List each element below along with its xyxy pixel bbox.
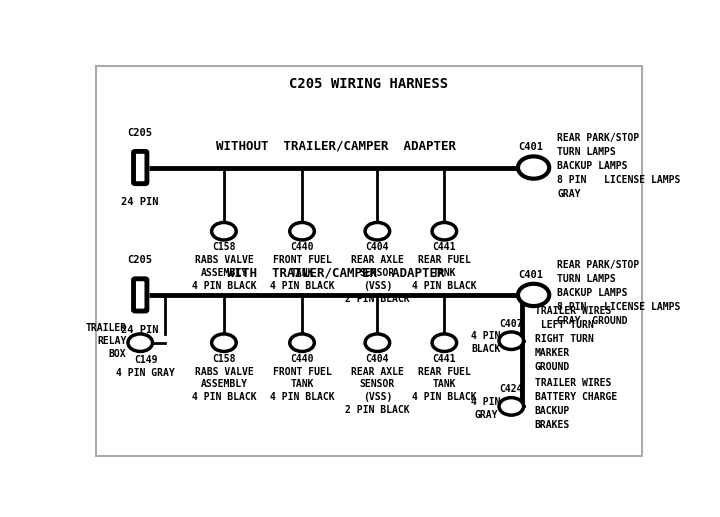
Text: C404
REAR AXLE
SENSOR
(VSS)
2 PIN BLACK: C404 REAR AXLE SENSOR (VSS) 2 PIN BLACK bbox=[345, 242, 410, 303]
Text: C441
REAR FUEL
TANK
4 PIN BLACK: C441 REAR FUEL TANK 4 PIN BLACK bbox=[412, 354, 477, 402]
Text: TRAILER
RELAY
BOX: TRAILER RELAY BOX bbox=[85, 323, 126, 358]
Text: REAR PARK/STOP
TURN LAMPS
BACKUP LAMPS
8 PIN   LICENSE LAMPS
GRAY  GROUND: REAR PARK/STOP TURN LAMPS BACKUP LAMPS 8… bbox=[557, 260, 680, 326]
Text: C401: C401 bbox=[518, 270, 544, 280]
Circle shape bbox=[212, 334, 236, 352]
Text: C205 WIRING HARNESS: C205 WIRING HARNESS bbox=[289, 77, 449, 91]
Circle shape bbox=[499, 398, 523, 415]
Text: C404
REAR AXLE
SENSOR
(VSS)
2 PIN BLACK: C404 REAR AXLE SENSOR (VSS) 2 PIN BLACK bbox=[345, 354, 410, 415]
Text: C149
4 PIN GRAY: C149 4 PIN GRAY bbox=[117, 355, 175, 378]
FancyBboxPatch shape bbox=[133, 151, 147, 184]
Text: TRAILER WIRES
 LEFT TURN
RIGHT TURN
MARKER
GROUND: TRAILER WIRES LEFT TURN RIGHT TURN MARKE… bbox=[535, 306, 611, 372]
Text: C205: C205 bbox=[127, 128, 153, 138]
Circle shape bbox=[518, 156, 549, 179]
Text: C441
REAR FUEL
TANK
4 PIN BLACK: C441 REAR FUEL TANK 4 PIN BLACK bbox=[412, 242, 477, 291]
Text: 4 PIN
GRAY: 4 PIN GRAY bbox=[472, 397, 501, 420]
Text: C158
RABS VALVE
ASSEMBLY
4 PIN BLACK: C158 RABS VALVE ASSEMBLY 4 PIN BLACK bbox=[192, 242, 256, 291]
Text: WITH  TRAILER/CAMPER  ADAPTER: WITH TRAILER/CAMPER ADAPTER bbox=[227, 267, 444, 280]
Circle shape bbox=[499, 332, 523, 349]
Text: 24 PIN: 24 PIN bbox=[122, 197, 159, 207]
Text: C205: C205 bbox=[127, 255, 153, 265]
Circle shape bbox=[365, 334, 390, 352]
Circle shape bbox=[289, 222, 315, 240]
Text: 24 PIN: 24 PIN bbox=[122, 325, 159, 335]
Circle shape bbox=[212, 222, 236, 240]
Circle shape bbox=[128, 334, 153, 352]
Circle shape bbox=[432, 334, 456, 352]
FancyBboxPatch shape bbox=[133, 279, 147, 311]
Circle shape bbox=[289, 334, 315, 352]
Text: REAR PARK/STOP
TURN LAMPS
BACKUP LAMPS
8 PIN   LICENSE LAMPS
GRAY: REAR PARK/STOP TURN LAMPS BACKUP LAMPS 8… bbox=[557, 132, 680, 199]
Text: C440
FRONT FUEL
TANK
4 PIN BLACK: C440 FRONT FUEL TANK 4 PIN BLACK bbox=[270, 242, 334, 291]
Text: C424: C424 bbox=[500, 385, 523, 394]
Text: WITHOUT  TRAILER/CAMPER  ADAPTER: WITHOUT TRAILER/CAMPER ADAPTER bbox=[215, 139, 456, 152]
Text: C158
RABS VALVE
ASSEMBLY
4 PIN BLACK: C158 RABS VALVE ASSEMBLY 4 PIN BLACK bbox=[192, 354, 256, 402]
Circle shape bbox=[432, 222, 456, 240]
Text: C407: C407 bbox=[500, 319, 523, 329]
Text: TRAILER WIRES
BATTERY CHARGE
BACKUP
BRAKES: TRAILER WIRES BATTERY CHARGE BACKUP BRAK… bbox=[535, 378, 617, 430]
Text: C440
FRONT FUEL
TANK
4 PIN BLACK: C440 FRONT FUEL TANK 4 PIN BLACK bbox=[270, 354, 334, 402]
Text: 4 PIN
BLACK: 4 PIN BLACK bbox=[472, 331, 501, 354]
Text: C401: C401 bbox=[518, 142, 544, 153]
Circle shape bbox=[518, 284, 549, 306]
Circle shape bbox=[365, 222, 390, 240]
